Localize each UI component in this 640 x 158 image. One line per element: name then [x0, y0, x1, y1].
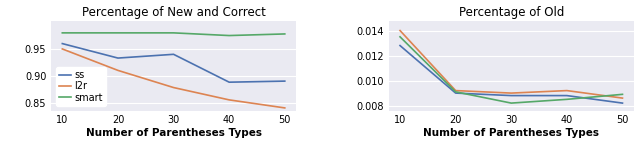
Line: ss: ss — [62, 44, 285, 82]
ss — [508, 95, 515, 97]
l2r — [396, 30, 404, 31]
ss — [114, 57, 122, 59]
ss — [452, 92, 460, 94]
l2r — [508, 92, 515, 94]
ss — [58, 43, 66, 45]
ss — [281, 80, 289, 82]
ss — [225, 81, 233, 83]
smart — [225, 35, 233, 36]
Title: Percentage of Old: Percentage of Old — [458, 6, 564, 19]
Line: smart: smart — [400, 37, 623, 103]
l2r — [452, 90, 460, 91]
smart — [170, 32, 177, 34]
l2r — [563, 90, 571, 91]
l2r — [58, 48, 66, 50]
l2r — [281, 107, 289, 109]
Line: l2r: l2r — [62, 49, 285, 108]
Legend: ss, l2r, smart: ss, l2r, smart — [56, 67, 106, 106]
l2r — [225, 99, 233, 101]
smart — [508, 102, 515, 104]
Line: smart: smart — [62, 33, 285, 36]
ss — [619, 102, 627, 104]
ss — [563, 95, 571, 97]
l2r — [114, 70, 122, 71]
smart — [281, 33, 289, 35]
smart — [563, 98, 571, 100]
smart — [58, 32, 66, 34]
smart — [396, 36, 404, 38]
smart — [452, 91, 460, 93]
ss — [396, 45, 404, 46]
l2r — [619, 97, 627, 99]
X-axis label: Number of Parentheses Types: Number of Parentheses Types — [86, 128, 262, 138]
X-axis label: Number of Parentheses Types: Number of Parentheses Types — [423, 128, 599, 138]
l2r — [170, 87, 177, 88]
smart — [619, 93, 627, 95]
Line: ss: ss — [400, 46, 623, 103]
Line: l2r: l2r — [400, 30, 623, 98]
ss — [170, 53, 177, 55]
smart — [114, 32, 122, 34]
Title: Percentage of New and Correct: Percentage of New and Correct — [82, 6, 266, 19]
